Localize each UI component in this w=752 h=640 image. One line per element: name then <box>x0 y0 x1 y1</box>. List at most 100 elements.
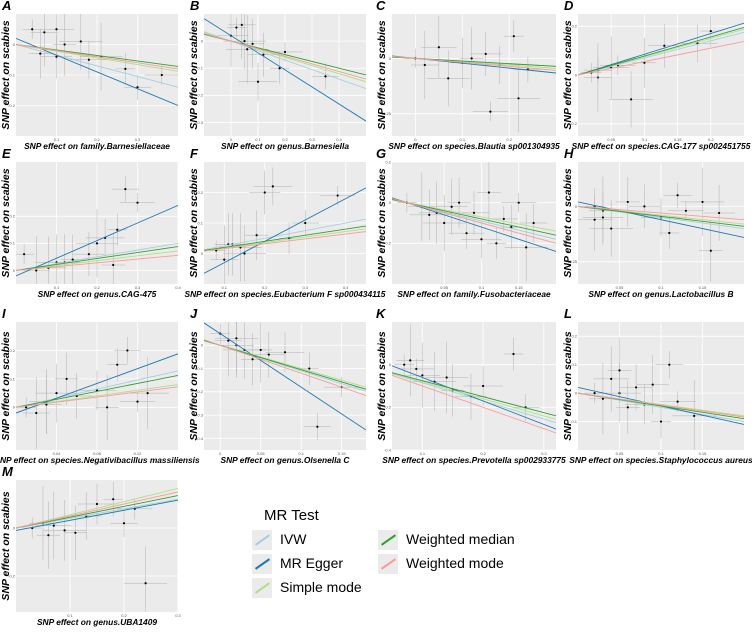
data-point <box>87 58 90 61</box>
data-point <box>480 238 483 241</box>
x-tick-label: 0.2 <box>480 451 486 456</box>
data-point <box>259 348 262 352</box>
line-weighted-median <box>16 495 178 529</box>
x-tick-label: 0.08 <box>93 451 102 456</box>
data-point <box>718 211 721 215</box>
data-point <box>684 209 688 212</box>
panel-letter: K <box>376 306 387 321</box>
x-tick-label: 0.3 <box>175 613 181 618</box>
data-point <box>71 258 74 261</box>
y-tick-label: 0 <box>201 343 204 348</box>
y-tick-label: 0 <box>13 405 16 410</box>
line-ivw <box>16 370 178 408</box>
data-point <box>663 44 666 47</box>
x-tick-label: 0.3 <box>135 285 141 290</box>
y-axis-title: SNP effect on scabies <box>188 20 200 129</box>
data-point <box>512 35 515 38</box>
line-mr-egger <box>204 187 366 274</box>
data-point <box>112 263 115 267</box>
data-point <box>593 218 596 221</box>
y-tick-label: 0.1 <box>197 220 203 225</box>
data-point <box>63 529 66 532</box>
data-point <box>106 406 109 409</box>
y-tick-label: -0.2 <box>196 389 204 394</box>
data-point <box>263 191 266 194</box>
y-tick-label: 0.2 <box>571 334 577 339</box>
x-tick-label: 0.3 <box>541 451 547 456</box>
y-axis-title: SNP effect on scabies <box>562 168 574 277</box>
plot-area <box>204 14 366 122</box>
y-axis-title: SNP effect on scabies <box>376 331 388 440</box>
y-axis-title: SNP effect on scabies <box>188 168 200 277</box>
line-ivw <box>16 242 178 271</box>
x-tick-label: 0.2 <box>121 613 127 618</box>
data-point <box>63 43 66 46</box>
x-axis-title: SNP effect on species.CAG-177 sp00245175… <box>572 141 751 151</box>
data-point <box>74 531 77 534</box>
data-point <box>256 80 260 83</box>
y-tick-label: -0.2 <box>570 121 578 126</box>
y-tick-label: 0.2 <box>197 190 203 195</box>
data-point <box>668 231 671 235</box>
x-tick-label: 0.2 <box>282 137 288 142</box>
x-axis-title: SNP effect on genus.Barnesiella <box>221 141 349 151</box>
x-tick-label: 0.4 <box>336 137 342 142</box>
x-tick-label: 0.1 <box>54 137 60 142</box>
data-point <box>246 48 249 51</box>
legend-key-simple-mode <box>252 578 272 598</box>
plot-area <box>204 322 366 441</box>
data-point <box>243 252 246 255</box>
legend-label-weighted-mode: Weighted mode <box>406 555 504 571</box>
data-point <box>95 389 99 392</box>
x-tick-label: 0.04 <box>53 451 62 456</box>
data-point <box>267 353 270 356</box>
data-point <box>324 75 327 78</box>
y-tick-label: 0 <box>575 204 578 209</box>
line-weighted-mode <box>204 339 366 396</box>
y-tick-label: 0.2 <box>9 214 15 219</box>
y-tick-label: 0 <box>13 42 16 47</box>
data-point <box>437 46 440 49</box>
panel-letter: D <box>564 0 574 13</box>
x-tick-label: 0.1 <box>460 137 466 142</box>
data-point <box>610 377 613 380</box>
data-point <box>421 374 424 377</box>
line-weighted-median <box>16 246 178 271</box>
x-tick-label: 0.15 <box>515 285 524 290</box>
panel-letter: A <box>1 0 11 13</box>
data-point <box>136 86 139 89</box>
data-point <box>610 227 613 230</box>
data-point <box>126 349 129 352</box>
data-point <box>676 400 679 403</box>
y-axis-title: SNP effect on scabies <box>0 20 12 129</box>
data-point <box>601 216 605 219</box>
line-ivw <box>578 392 744 422</box>
x-axis-title: SNP effect on family.Fusobacteriaceae <box>397 289 551 299</box>
y-axis-title: SNP effect on scabies <box>376 168 388 277</box>
panel-letter: F <box>190 146 199 161</box>
data-point <box>693 414 696 417</box>
x-tick-label: 0.2 <box>94 137 100 142</box>
data-point <box>709 29 712 33</box>
y-tick-label: -0.1 <box>570 419 578 424</box>
line-mr-egger <box>392 197 556 252</box>
y-tick-label: 0.2 <box>571 24 577 29</box>
y-tick-label: -0.25 <box>568 259 578 264</box>
data-point <box>112 498 115 501</box>
line-mr-egger <box>16 204 178 277</box>
legend-item-weighted-mode: Weighted mode <box>378 553 538 577</box>
data-point <box>484 52 487 56</box>
line-mr-egger <box>578 201 744 238</box>
line-ivw <box>16 44 178 88</box>
legend-key-ivw <box>252 530 272 550</box>
data-point <box>465 232 468 235</box>
data-point <box>651 383 654 386</box>
data-point <box>423 63 426 67</box>
data-point <box>495 242 498 245</box>
data-point <box>65 377 68 380</box>
line-ivw <box>204 218 366 251</box>
x-tick-label: 0.05 <box>616 451 625 456</box>
